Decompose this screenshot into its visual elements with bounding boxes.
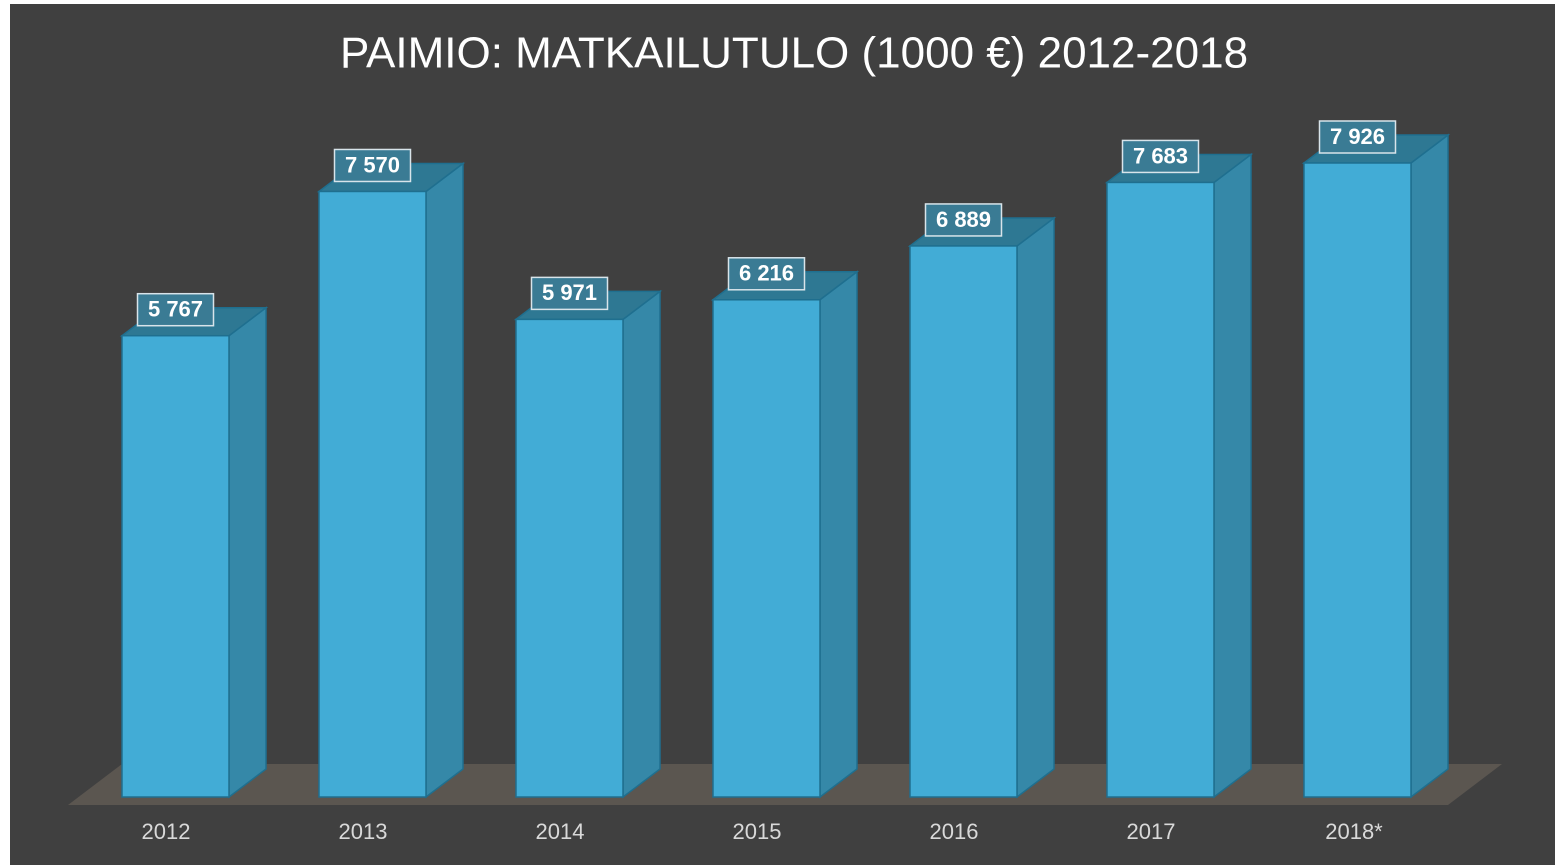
value-label: 7 570 [345,152,400,177]
value-label: 7 926 [1330,124,1385,149]
x-tick-label: 2012 [142,819,191,844]
value-label: 5 767 [148,297,203,322]
bar-side [228,306,267,799]
bar-side [425,161,464,799]
value-label: 6 216 [739,261,794,286]
value-label-box [136,292,215,327]
value-label-box [530,276,609,311]
x-tick-label: 2018* [1325,819,1383,844]
bar [1303,162,1412,798]
bar-side [622,289,661,799]
value-label: 6 889 [936,207,991,232]
x-tick-label: 2014 [536,819,585,844]
bar-side [819,270,858,799]
value-label: 5 971 [542,280,597,305]
chart-title: PAIMIO: MATKAILUTULO (1000 €) 2012-2018 [340,29,1248,78]
x-tick-label: 2016 [930,819,979,844]
bar [121,334,230,798]
x-tick-label: 2017 [1127,819,1176,844]
bar-side [1016,216,1055,799]
value-label-box [1318,120,1397,154]
value-label-box [333,148,412,183]
value-label-box [727,257,806,291]
value-label-box [1121,139,1200,174]
value-label: 7 683 [1133,143,1188,168]
bar-side [1410,133,1449,799]
bar [318,190,427,798]
x-tick-label: 2015 [733,819,782,844]
bar-side [1213,152,1252,799]
bar [515,318,624,798]
x-tick-label: 2013 [339,819,388,844]
value-label-box [924,203,1003,237]
bar [1106,181,1215,798]
bar [909,245,1018,798]
bar [712,299,821,798]
